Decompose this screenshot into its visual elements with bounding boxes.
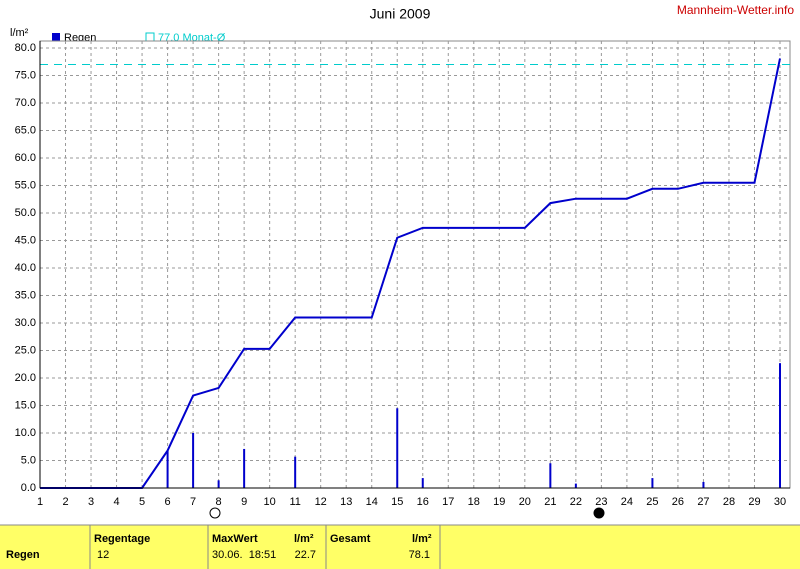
table-cell: 12 xyxy=(97,549,109,561)
x-tick-label: 2 xyxy=(62,496,68,508)
bar xyxy=(217,480,220,488)
y-tick-label: 45.0 xyxy=(15,234,36,246)
x-tick-label: 26 xyxy=(672,496,684,508)
bar xyxy=(702,481,705,488)
x-tick-label: 10 xyxy=(264,496,276,508)
table: Regentage MaxWert l/m² Gesamt l/m² Regen… xyxy=(0,524,800,569)
y-tick-label: 35.0 xyxy=(15,289,36,301)
y-tick-label: 20.0 xyxy=(15,372,36,384)
bar xyxy=(192,433,195,488)
y-tick-label: 75.0 xyxy=(15,69,36,81)
y-tick-label: 25.0 xyxy=(15,344,36,356)
y-tick-label: 60.0 xyxy=(15,152,36,164)
y-tick-label: 5.0 xyxy=(21,454,36,466)
x-tick-label: 7 xyxy=(190,496,196,508)
plot-area xyxy=(39,40,791,489)
x-tick-label: 5 xyxy=(139,496,145,508)
x-tick-label: 1 xyxy=(37,496,43,508)
bar xyxy=(294,456,297,488)
table-cell: 30.06. 18:51 xyxy=(212,549,276,561)
x-tick-label: 23 xyxy=(595,496,607,508)
source: Mannheim-Wetter.info xyxy=(677,3,794,17)
bar xyxy=(396,408,399,488)
table-header: Gesamt xyxy=(330,533,371,545)
x-tick-label: 16 xyxy=(417,496,429,508)
y-tick-label: 30.0 xyxy=(15,317,36,329)
x-tick-label: 27 xyxy=(697,496,709,508)
y-tick-label: 15.0 xyxy=(15,399,36,411)
x-tick-label: 28 xyxy=(723,496,735,508)
y-tick-label: 80.0 xyxy=(15,42,36,54)
table-cell: 22.7 xyxy=(295,549,316,561)
table-cell: 78.1 xyxy=(409,549,430,561)
bar xyxy=(651,478,654,488)
x-tick-label: 29 xyxy=(748,496,760,508)
x-tick-label: 24 xyxy=(621,496,633,508)
x-tick-label: 19 xyxy=(493,496,505,508)
table-bg xyxy=(0,525,800,569)
moon-icon xyxy=(593,507,605,519)
x-tick-label: 22 xyxy=(570,496,582,508)
x-tick-label: 15 xyxy=(391,496,403,508)
table-header: l/m² xyxy=(294,533,314,545)
x-tick-label: 4 xyxy=(113,496,119,508)
x-tick-label: 13 xyxy=(340,496,352,508)
x-tick-label: 3 xyxy=(88,496,94,508)
y-tick-label: 0.0 xyxy=(21,482,36,494)
x-tick-label: 25 xyxy=(646,496,658,508)
table-header: Regentage xyxy=(94,533,150,545)
table-header: MaxWert xyxy=(212,533,258,545)
x-tick-label: 21 xyxy=(544,496,556,508)
bar xyxy=(549,463,552,488)
x-tick-label: 8 xyxy=(216,496,222,508)
y-tick-label: 55.0 xyxy=(15,179,36,191)
moon-icon xyxy=(209,507,221,519)
bar xyxy=(243,448,246,488)
x-tick-label: 11 xyxy=(289,496,300,508)
line xyxy=(40,58,781,489)
x-tick-label: 20 xyxy=(519,496,531,508)
y-tick-label: 40.0 xyxy=(15,262,36,274)
legend-swatch xyxy=(52,33,60,41)
y-axis-label: l/m² xyxy=(10,27,29,39)
table-cell: Regen xyxy=(6,549,40,561)
y-tick-label: 70.0 xyxy=(15,97,36,109)
table-header: l/m² xyxy=(412,533,432,545)
y-tick-label: 50.0 xyxy=(15,207,36,219)
x-tick-label: 17 xyxy=(442,496,454,508)
x-tick-label: 14 xyxy=(366,496,378,508)
x-tick-label: 30 xyxy=(774,496,786,508)
bar xyxy=(421,478,424,488)
x-tick-label: 18 xyxy=(468,496,480,508)
x-tick-label: 12 xyxy=(315,496,327,508)
bar xyxy=(166,450,169,488)
x-tick-label: 6 xyxy=(165,496,171,508)
bar xyxy=(574,483,577,488)
bar xyxy=(779,363,781,488)
x-tick-label: 9 xyxy=(241,496,247,508)
chart-title: Juni 2009 xyxy=(370,6,431,22)
y-tick-label: 65.0 xyxy=(15,124,36,136)
y-tick-label: 10.0 xyxy=(15,427,36,439)
